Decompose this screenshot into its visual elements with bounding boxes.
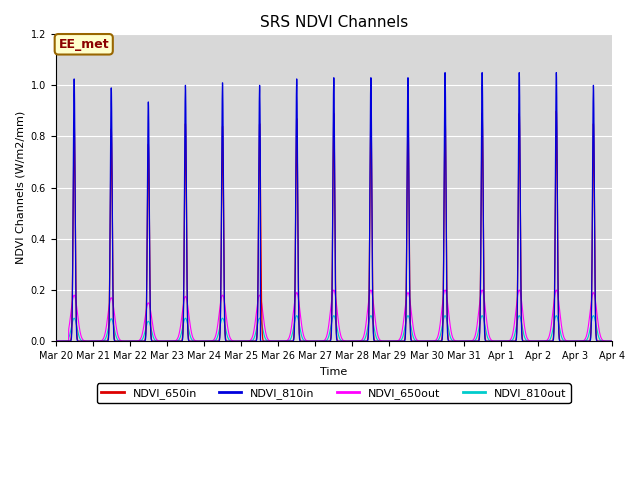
Y-axis label: NDVI Channels (W/m2/mm): NDVI Channels (W/m2/mm)	[15, 111, 25, 264]
Legend: NDVI_650in, NDVI_810in, NDVI_650out, NDVI_810out: NDVI_650in, NDVI_810in, NDVI_650out, NDV…	[97, 384, 571, 403]
Title: SRS NDVI Channels: SRS NDVI Channels	[260, 15, 408, 30]
X-axis label: Time: Time	[320, 367, 348, 376]
Text: EE_met: EE_met	[58, 38, 109, 51]
